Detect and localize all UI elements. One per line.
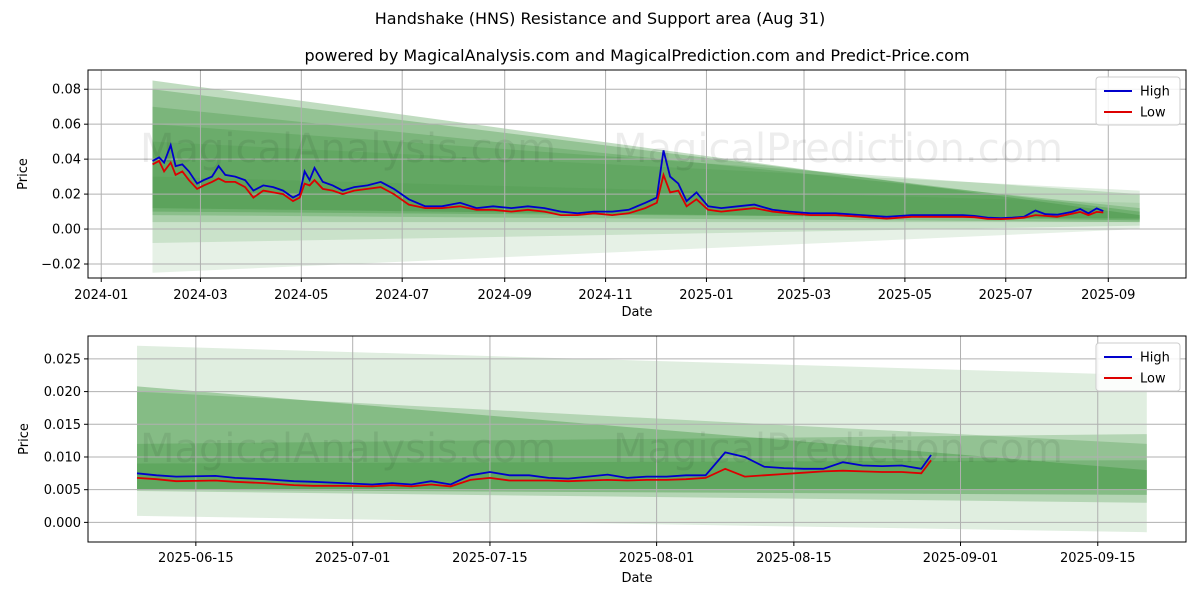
x-tick-label: 2024-01 bbox=[74, 288, 128, 303]
x-tick-label: 2025-08-15 bbox=[756, 551, 832, 566]
x-axis-label: Date bbox=[621, 305, 652, 320]
x-tick-label: 2024-09 bbox=[478, 288, 532, 303]
y-tick-label: 0.02 bbox=[52, 188, 81, 203]
y-tick-label: 0.04 bbox=[52, 153, 81, 168]
watermark-text: MagicalPrediction.com bbox=[613, 426, 1063, 472]
x-tick-label: 2025-09-15 bbox=[1060, 551, 1136, 566]
x-tick-label: 2025-08-01 bbox=[619, 551, 695, 566]
x-axis-label: Date bbox=[621, 571, 652, 586]
top-chart-panel: powered by MagicalAnalysis.com and Magic… bbox=[16, 46, 1187, 320]
forecast-band bbox=[137, 460, 1147, 490]
x-tick-label: 2025-05 bbox=[878, 288, 932, 303]
series-line-high bbox=[152, 142, 1104, 220]
x-tick-label: 2024-05 bbox=[274, 288, 328, 303]
y-axis-label: Price bbox=[17, 423, 32, 455]
y-tick-label: −0.02 bbox=[41, 258, 81, 273]
x-tick-label: 2025-07-01 bbox=[315, 551, 391, 566]
forecast-band bbox=[152, 176, 1140, 273]
x-tick-label: 2025-03 bbox=[777, 288, 831, 303]
forecast-band bbox=[152, 80, 1140, 219]
legend-label-high: High bbox=[1140, 85, 1170, 100]
series-line-low bbox=[136, 459, 932, 488]
series-line-low bbox=[152, 159, 1104, 221]
y-axis-label: Price bbox=[16, 158, 31, 190]
y-tick-label: 0.020 bbox=[44, 385, 81, 400]
watermark-text: MagicalPrediction.com bbox=[613, 126, 1063, 172]
figure-title: Handshake (HNS) Resistance and Support a… bbox=[374, 9, 826, 28]
plot-frame bbox=[87, 69, 1187, 279]
legend: High Low bbox=[1095, 76, 1181, 126]
watermark-text: MagicalAnalysis.com bbox=[140, 426, 556, 472]
support-resistance-bands bbox=[152, 80, 1140, 273]
y-tick-label: 0.010 bbox=[44, 450, 81, 465]
series-lines bbox=[136, 451, 932, 488]
x-tick-label: 2025-09-01 bbox=[923, 551, 999, 566]
legend-label-high: High bbox=[1140, 351, 1170, 366]
x-tick-label: 2025-06-15 bbox=[158, 551, 234, 566]
plot-frame bbox=[87, 335, 1187, 543]
legend-label-low: Low bbox=[1140, 372, 1166, 387]
bottom-chart-panel: 2025-06-15 2025-07-01 2025-07-15 2025-08-01… bbox=[17, 335, 1187, 586]
y-tick-label: 0.015 bbox=[44, 418, 81, 433]
x-tick-label: 2025-07-15 bbox=[452, 551, 528, 566]
series-line-high bbox=[136, 451, 932, 486]
y-tick-label: 0.000 bbox=[44, 516, 81, 531]
y-tick-label: 0.06 bbox=[52, 118, 81, 133]
y-tick-label: 0.00 bbox=[52, 223, 81, 238]
x-tick-label: 2025-09 bbox=[1081, 288, 1135, 303]
y-tick-label: 0.08 bbox=[52, 83, 81, 98]
chart-subtitle: powered by MagicalAnalysis.com and Magic… bbox=[304, 46, 969, 65]
forecast-band bbox=[152, 89, 1140, 221]
y-tick-label: 0.005 bbox=[44, 483, 81, 498]
x-tick-label: 2025-01 bbox=[679, 288, 733, 303]
series-lines bbox=[152, 142, 1104, 221]
legend: High Low bbox=[1095, 342, 1181, 392]
x-tick-label: 2025-07 bbox=[979, 288, 1033, 303]
y-tick-label: 0.025 bbox=[44, 352, 81, 367]
legend-label-low: Low bbox=[1140, 106, 1166, 121]
x-tick-label: 2024-07 bbox=[375, 288, 429, 303]
x-tick-label: 2024-11 bbox=[578, 288, 632, 303]
x-tick-label: 2024-03 bbox=[173, 288, 227, 303]
forecast-band bbox=[137, 386, 1147, 495]
watermark-text: MagicalAnalysis.com bbox=[140, 126, 556, 172]
